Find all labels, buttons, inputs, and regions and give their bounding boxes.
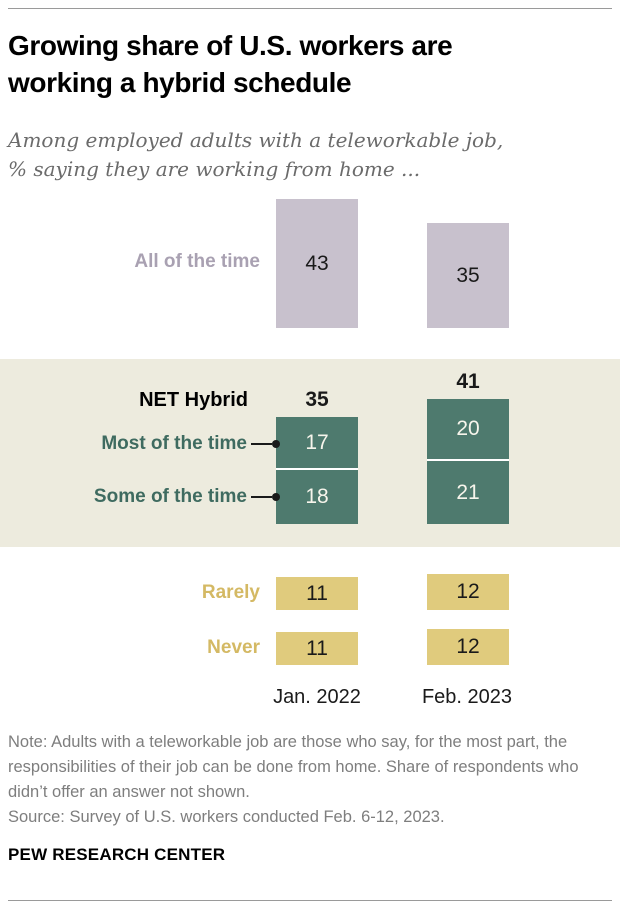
- segment-value-label: 18: [305, 485, 329, 508]
- x-axis-label-jan2022: Jan. 2022: [273, 686, 361, 708]
- bar-value-label: 35: [456, 263, 480, 287]
- segment-most-of-the-time-jan2022: 17: [276, 417, 358, 468]
- bar-rarely-jan2022: 11: [276, 577, 358, 610]
- bar-value-label: 11: [306, 581, 328, 605]
- x-axis-label-feb2023: Feb. 2023: [421, 686, 513, 708]
- bar-value-label: 12: [456, 580, 480, 603]
- bar-never-jan2022: 11: [276, 632, 358, 665]
- segment-value-label: 20: [456, 417, 480, 440]
- segment-most-of-the-time-feb2023: 20: [427, 399, 509, 459]
- segment-divider: [427, 459, 509, 461]
- bar-value-label: 43: [305, 251, 329, 275]
- top-rule: [8, 8, 612, 9]
- row-label-all-of-the-time: All of the time: [134, 251, 260, 272]
- row-label-most-of-the-time: Most of the time: [101, 433, 247, 454]
- segment-divider: [276, 468, 358, 470]
- row-label-some-of-the-time: Some of the time: [93, 486, 247, 507]
- row-label-never: Never: [207, 637, 260, 658]
- segment-some-of-the-time-feb2023: 21: [427, 461, 509, 524]
- pew-research-center-wordmark: PEW RESEARCH CENTER: [8, 845, 226, 864]
- connector-dot-some: [272, 493, 280, 501]
- bar-rarely-feb2023: 12: [427, 574, 509, 610]
- bottom-rule: [8, 900, 612, 901]
- net-hybrid-label: NET Hybrid: [139, 389, 248, 411]
- chart-subtitle-line-1: Among employed adults with a teleworkabl…: [8, 128, 504, 152]
- chart-note: Note: Adults with a teleworkable job are…: [8, 733, 579, 801]
- footnote-block: Note: Adults with a teleworkable job are…: [8, 730, 608, 830]
- net-value-feb2023: 41: [456, 370, 480, 393]
- segment-value-label: 21: [456, 480, 480, 504]
- connector-dot-most: [272, 440, 280, 448]
- page-title: Growing share of U.S. workers are workin…: [8, 30, 453, 98]
- segment-some-of-the-time-jan2022: 18: [276, 470, 358, 524]
- chart-source: Source: Survey of U.S. workers conducted…: [8, 808, 445, 826]
- stacked-bar-hybrid-jan2022: 17 18: [276, 417, 358, 524]
- chart-subtitle-line-2: % saying they are working from home ...: [8, 157, 421, 181]
- connector-line-some: [251, 496, 272, 498]
- stacked-bar-hybrid-feb2023: 20 21: [427, 399, 509, 524]
- net-value-jan2022: 35: [305, 388, 329, 411]
- bar-all-time-feb2023: 35: [427, 223, 509, 328]
- bar-never-feb2023: 12: [427, 629, 509, 665]
- connector-line-most: [251, 443, 272, 445]
- segment-value-label: 17: [305, 430, 329, 454]
- bar-value-label: 12: [456, 635, 480, 658]
- bar-all-time-jan2022: 43: [276, 199, 358, 328]
- row-label-rarely: Rarely: [201, 582, 260, 603]
- bar-value-label: 11: [306, 636, 328, 660]
